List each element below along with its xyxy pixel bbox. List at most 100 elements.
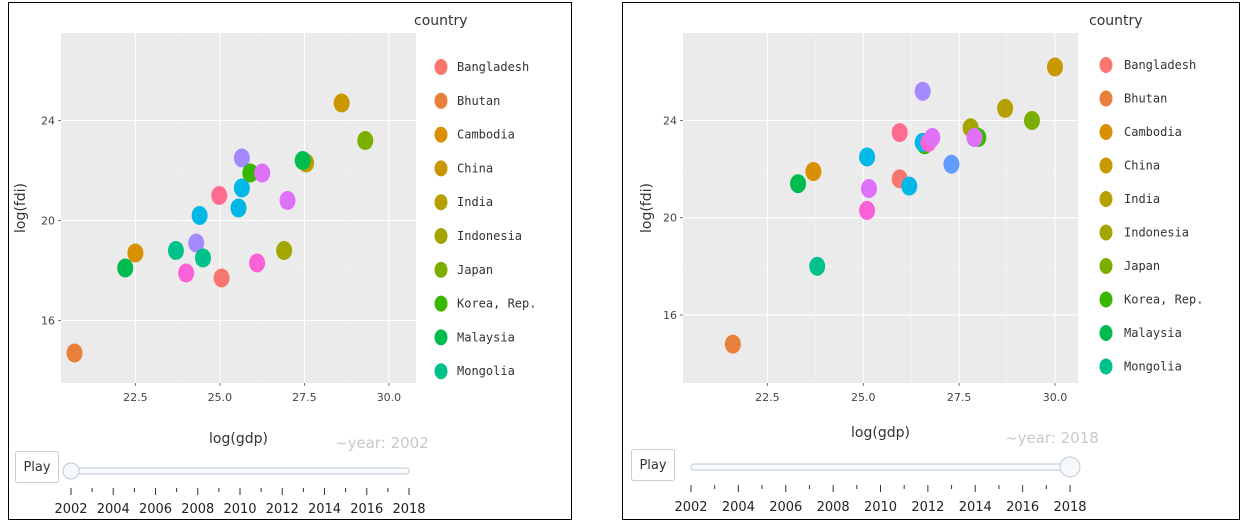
x-tick-label: 27.5 <box>947 391 972 404</box>
data-point[interactable] <box>167 241 184 260</box>
slider-handle[interactable] <box>62 462 80 480</box>
y-axis-title: log(fdi) <box>639 183 655 233</box>
legend-marker <box>1099 224 1113 241</box>
data-point[interactable] <box>249 253 266 273</box>
legend-item[interactable]: Malaysia <box>434 329 515 346</box>
data-point[interactable] <box>809 256 826 276</box>
data-point[interactable] <box>1046 57 1063 77</box>
slider-tick-label: 2018 <box>392 502 425 517</box>
frame-year-label: ~year: 2002 <box>335 434 429 452</box>
data-points <box>66 93 374 363</box>
data-point[interactable] <box>859 147 876 167</box>
legend-item[interactable]: Korea, Rep. <box>434 295 537 312</box>
data-point[interactable] <box>901 176 918 196</box>
slider-rail[interactable] <box>70 467 410 475</box>
legend-item[interactable]: Cambodia <box>434 126 515 143</box>
gridlines <box>683 33 1078 383</box>
data-point[interactable] <box>997 98 1014 118</box>
data-point[interactable] <box>924 128 941 148</box>
data-point[interactable] <box>191 206 208 225</box>
data-point[interactable] <box>66 343 83 363</box>
x-tick-label: 22.5 <box>755 391 780 404</box>
legend-item[interactable]: Korea, Rep. <box>1099 291 1204 308</box>
legend-item[interactable]: India <box>434 194 494 211</box>
data-point[interactable] <box>914 81 931 101</box>
legend-item[interactable]: Indonesia <box>434 228 523 244</box>
play-button[interactable]: Play <box>631 449 675 481</box>
data-point[interactable] <box>242 163 259 183</box>
legend-item[interactable]: China <box>434 160 494 177</box>
data-point[interactable] <box>254 163 271 183</box>
x-tick-label: 30.0 <box>1043 391 1068 404</box>
legend-item[interactable]: Malaysia <box>1099 325 1182 341</box>
legend-item[interactable]: Mongolia <box>434 363 515 380</box>
legend-item[interactable]: Japan <box>1099 258 1161 274</box>
legend-label: Indonesia <box>1124 226 1189 240</box>
legend-marker <box>1099 124 1113 140</box>
legend-marker <box>434 363 448 380</box>
frame-year-label: ~year: 2018 <box>1005 429 1099 447</box>
legend-label: Bhutan <box>1124 92 1167 106</box>
legend-item[interactable]: Japan <box>434 261 494 278</box>
legend-item[interactable]: Bhutan <box>434 92 501 109</box>
year-slider[interactable]: 2002 2004 2006 2008 2010 2012 2014 2016 2018 <box>674 456 1087 515</box>
slider-tick-label: 2014 <box>959 500 992 515</box>
x-tick-label: 22.5 <box>123 391 148 404</box>
data-point[interactable] <box>294 151 311 170</box>
data-point[interactable] <box>211 186 228 205</box>
legend-label: China <box>457 161 493 175</box>
legend-marker <box>434 228 448 244</box>
data-point[interactable] <box>357 131 374 150</box>
legend-item[interactable]: Bangladesh <box>434 59 530 75</box>
data-point[interactable] <box>195 248 211 268</box>
slider-tick-label: 2018 <box>1053 500 1086 515</box>
legend: country Bangladesh Bhutan Cambodia China Indi… <box>414 13 537 380</box>
data-point[interactable] <box>233 148 250 168</box>
data-point[interactable] <box>966 128 983 148</box>
x-tick-label: 27.5 <box>292 391 317 404</box>
legend-marker <box>434 126 448 143</box>
slider-rail[interactable] <box>690 463 1071 471</box>
legend-item[interactable]: Bangladesh <box>1099 57 1197 73</box>
legend-item[interactable]: India <box>1099 191 1161 207</box>
legend-label: Korea, Rep. <box>457 297 536 311</box>
data-point[interactable] <box>213 268 230 288</box>
legend-label: Mongolia <box>457 364 515 378</box>
slider-handle[interactable] <box>1059 456 1081 478</box>
data-point[interactable] <box>117 258 134 278</box>
legend-item[interactable]: China <box>1099 157 1161 174</box>
data-point[interactable] <box>230 198 247 218</box>
legend-item[interactable]: Indonesia <box>1099 224 1190 241</box>
data-point[interactable] <box>279 191 296 210</box>
data-point[interactable] <box>127 243 144 263</box>
legend-label: Bangladesh <box>1124 58 1196 72</box>
data-point[interactable] <box>276 241 293 260</box>
data-point[interactable] <box>891 123 908 143</box>
legend-item[interactable]: Bhutan <box>1099 90 1168 107</box>
data-point[interactable] <box>233 178 250 198</box>
x-tick-label: 30.0 <box>377 391 402 404</box>
legend-marker <box>434 92 448 109</box>
data-point[interactable] <box>860 179 877 199</box>
slider-tick-label: 2010 <box>864 500 897 515</box>
legend-item[interactable]: Mongolia <box>1099 358 1182 375</box>
data-points <box>724 57 1063 354</box>
legend-label: Japan <box>1124 259 1160 273</box>
legend-item[interactable]: Cambodia <box>1099 124 1182 140</box>
data-point[interactable] <box>178 263 195 283</box>
y-axis-title: log(fdi) <box>13 183 29 233</box>
data-point[interactable] <box>1023 111 1040 130</box>
year-slider[interactable]: 2002 2004 2006 2008 2010 2012 2014 2016 2018 <box>54 462 426 517</box>
play-button[interactable]: Play <box>15 451 59 483</box>
data-point[interactable] <box>333 93 350 113</box>
data-point[interactable] <box>943 154 960 174</box>
legend-marker <box>434 160 448 177</box>
x-axis-title: log(gdp) <box>209 431 268 447</box>
legend-marker <box>434 59 448 75</box>
data-point[interactable] <box>724 334 741 354</box>
data-point[interactable] <box>790 174 807 194</box>
data-point[interactable] <box>859 200 876 220</box>
data-point[interactable] <box>805 162 822 182</box>
legend-label: Bhutan <box>457 94 500 108</box>
data-point[interactable] <box>188 233 205 253</box>
